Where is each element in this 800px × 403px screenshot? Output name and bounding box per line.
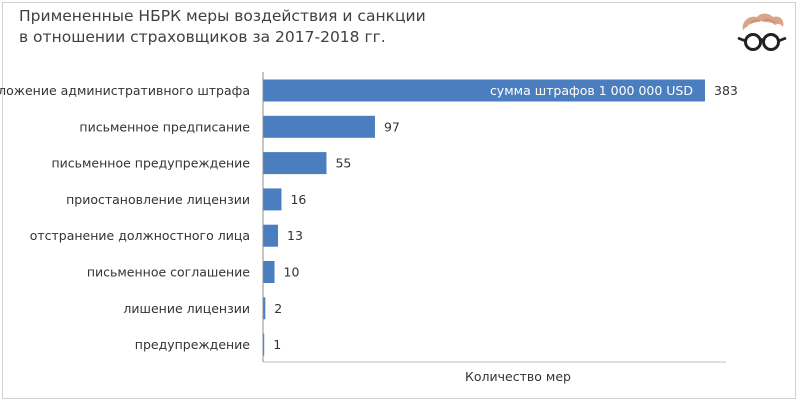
chart-frame [2, 2, 796, 399]
category-label: письменное предписание [79, 119, 250, 134]
value-label: 383 [714, 83, 738, 98]
value-label: 55 [335, 156, 351, 171]
bar-annotation: сумма штрафов 1 000 000 USD [490, 83, 693, 98]
value-label: 97 [384, 119, 400, 134]
value-label: 2 [274, 301, 282, 316]
category-label: письменное соглашение [87, 265, 250, 280]
category-label: письменное предупреждение [51, 156, 250, 171]
bar [263, 152, 327, 175]
category-label: лишение лицензии [123, 301, 250, 316]
value-label: 16 [290, 192, 306, 207]
x-axis-label: Количество мер [465, 369, 571, 384]
bar [263, 115, 375, 138]
bar [263, 79, 705, 102]
value-label: 13 [287, 228, 303, 243]
value-label: 1 [273, 337, 281, 352]
bar [263, 297, 266, 320]
bars-group: наложение административного штрафа 383 пис… [0, 79, 738, 356]
hair-glasses-logo-icon [737, 13, 787, 51]
category-label: отстранение должностного лица [30, 228, 250, 243]
bar [263, 224, 279, 247]
category-label: наложение административного штрафа [0, 83, 250, 98]
chart-title-line-1: Примененные НБРК меры воздействия и санк… [19, 7, 426, 25]
bar [263, 261, 275, 283]
category-label: приостановление лицензии [66, 192, 250, 207]
chart-title-line-2: в отношении страховщиков за 2017-2018 гг… [19, 28, 386, 46]
category-label: предупреждение [135, 337, 251, 352]
value-label: 10 [284, 265, 300, 280]
bar [263, 333, 265, 356]
bar [263, 188, 282, 211]
chart-title: Примененные НБРК меры воздействия и санк… [19, 6, 539, 48]
